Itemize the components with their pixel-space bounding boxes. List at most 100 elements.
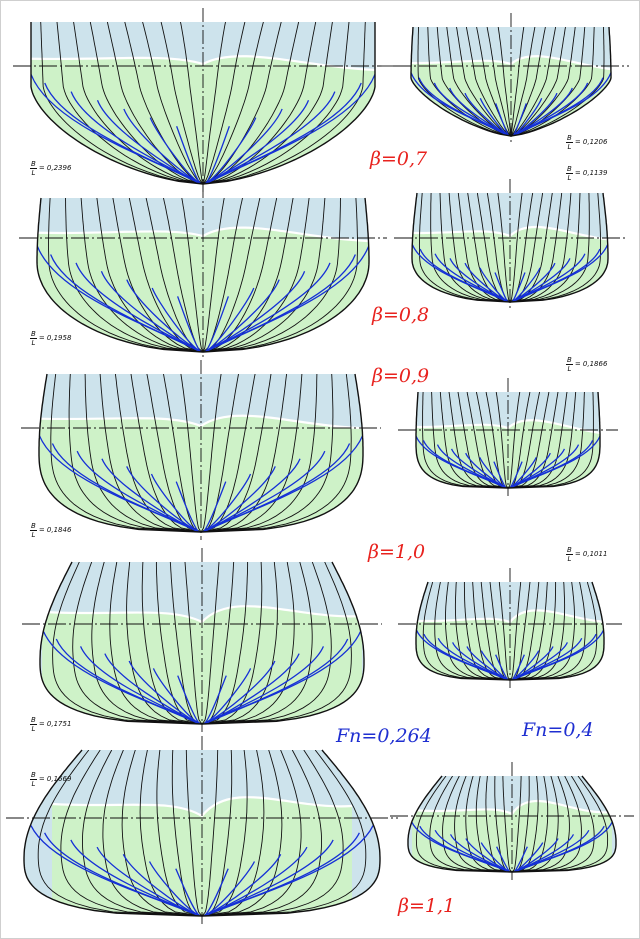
- frame-line: [201, 562, 313, 724]
- flow-line: [203, 675, 227, 724]
- frame-line: [463, 582, 511, 680]
- frame-line: [509, 193, 590, 302]
- frame-line: [507, 392, 577, 488]
- frame-line: [502, 776, 513, 872]
- frame-line: [146, 374, 202, 532]
- frame-line: [509, 582, 598, 680]
- flow-line: [411, 72, 510, 136]
- frame-line: [201, 562, 352, 724]
- frame-line: [454, 582, 511, 680]
- frame-line: [418, 193, 511, 302]
- frame-line: [436, 27, 512, 136]
- frame-line: [509, 193, 553, 302]
- flow-line: [203, 825, 374, 916]
- frame-line: [201, 562, 332, 724]
- ratio-denominator: L: [31, 725, 36, 733]
- frame-line: [202, 22, 333, 184]
- frame-line: [509, 193, 534, 302]
- frame-line: [40, 22, 204, 184]
- frame-line: [185, 750, 203, 916]
- ratio-value: = 0,1866: [574, 360, 608, 368]
- flow-line: [509, 435, 600, 488]
- flow-line: [204, 245, 369, 352]
- ratio-denominator: L: [567, 174, 572, 182]
- beta-label-0-9: β=0,9: [372, 365, 430, 387]
- frame-line: [200, 374, 256, 532]
- frame-line: [37, 750, 203, 916]
- beta-label-1-0: β=1,0: [368, 541, 426, 563]
- frame-line: [201, 750, 367, 916]
- froude-label-low: Fn=0,264: [336, 725, 432, 747]
- ratio-numerator: B: [30, 716, 37, 725]
- ratio-numerator: B: [566, 134, 573, 143]
- frame-line: [509, 582, 540, 680]
- frame-line: [510, 27, 586, 136]
- ratio-numerator: B: [30, 330, 37, 339]
- frame-line: [509, 582, 566, 680]
- frame-line: [202, 22, 246, 184]
- frame-line: [163, 198, 204, 352]
- frame-line: [509, 193, 581, 302]
- frame-line: [68, 374, 202, 532]
- below-water-area: [52, 797, 352, 916]
- beta-label-0-7: β=0,7: [370, 148, 428, 170]
- frame-line: [465, 27, 512, 136]
- frame-line: [200, 374, 334, 532]
- frame-line: [509, 193, 544, 302]
- frame-line: [169, 562, 203, 724]
- frame-line: [475, 776, 513, 872]
- below-water-area: [416, 420, 600, 488]
- frame-line: [201, 750, 233, 916]
- hull-section: [394, 179, 626, 310]
- frame-line: [448, 392, 509, 488]
- frame-line: [202, 198, 243, 352]
- frame-line: [142, 22, 204, 184]
- ratio-numerator: B: [30, 771, 37, 780]
- frame-line: [415, 776, 513, 872]
- frame-line: [139, 750, 203, 916]
- frame-line: [510, 27, 566, 136]
- ratio-denominator: L: [567, 143, 572, 151]
- ratio-numerator: B: [30, 522, 37, 531]
- frame-line: [507, 392, 568, 488]
- froude-label-high: Fn=0,4: [522, 719, 594, 741]
- frame-line: [457, 392, 509, 488]
- flow-line: [175, 868, 201, 916]
- frame-line: [201, 562, 220, 724]
- frame-line: [510, 27, 576, 136]
- frame-line: [202, 198, 326, 352]
- frame-line: [181, 198, 204, 352]
- flow-line: [175, 481, 200, 532]
- frame-line: [422, 582, 511, 680]
- frame-line: [160, 22, 204, 184]
- flow-line: [176, 126, 202, 184]
- frame-line: [202, 198, 341, 352]
- frame-line: [202, 198, 358, 352]
- frame-line: [202, 198, 278, 352]
- frame-line: [201, 750, 344, 916]
- frame-line: [128, 198, 204, 352]
- frame-line: [442, 776, 513, 872]
- frame-line: [467, 193, 511, 302]
- flow-line: [416, 629, 509, 680]
- frame-line: [446, 27, 512, 136]
- frame-line: [201, 562, 278, 724]
- below-water-area: [416, 610, 604, 680]
- frame-line: [202, 22, 264, 184]
- frame-line: [439, 193, 511, 302]
- ratio-numerator: B: [30, 160, 37, 169]
- flow-line: [43, 631, 201, 724]
- frame-line: [99, 374, 202, 532]
- flow-line: [203, 868, 229, 916]
- frame-line: [202, 198, 261, 352]
- frame-line: [200, 374, 303, 532]
- ratio-value: = 0,1011: [574, 550, 608, 558]
- ratio-value: = 0,1206: [574, 138, 608, 146]
- frame-line: [202, 22, 317, 184]
- frame-line: [202, 22, 226, 184]
